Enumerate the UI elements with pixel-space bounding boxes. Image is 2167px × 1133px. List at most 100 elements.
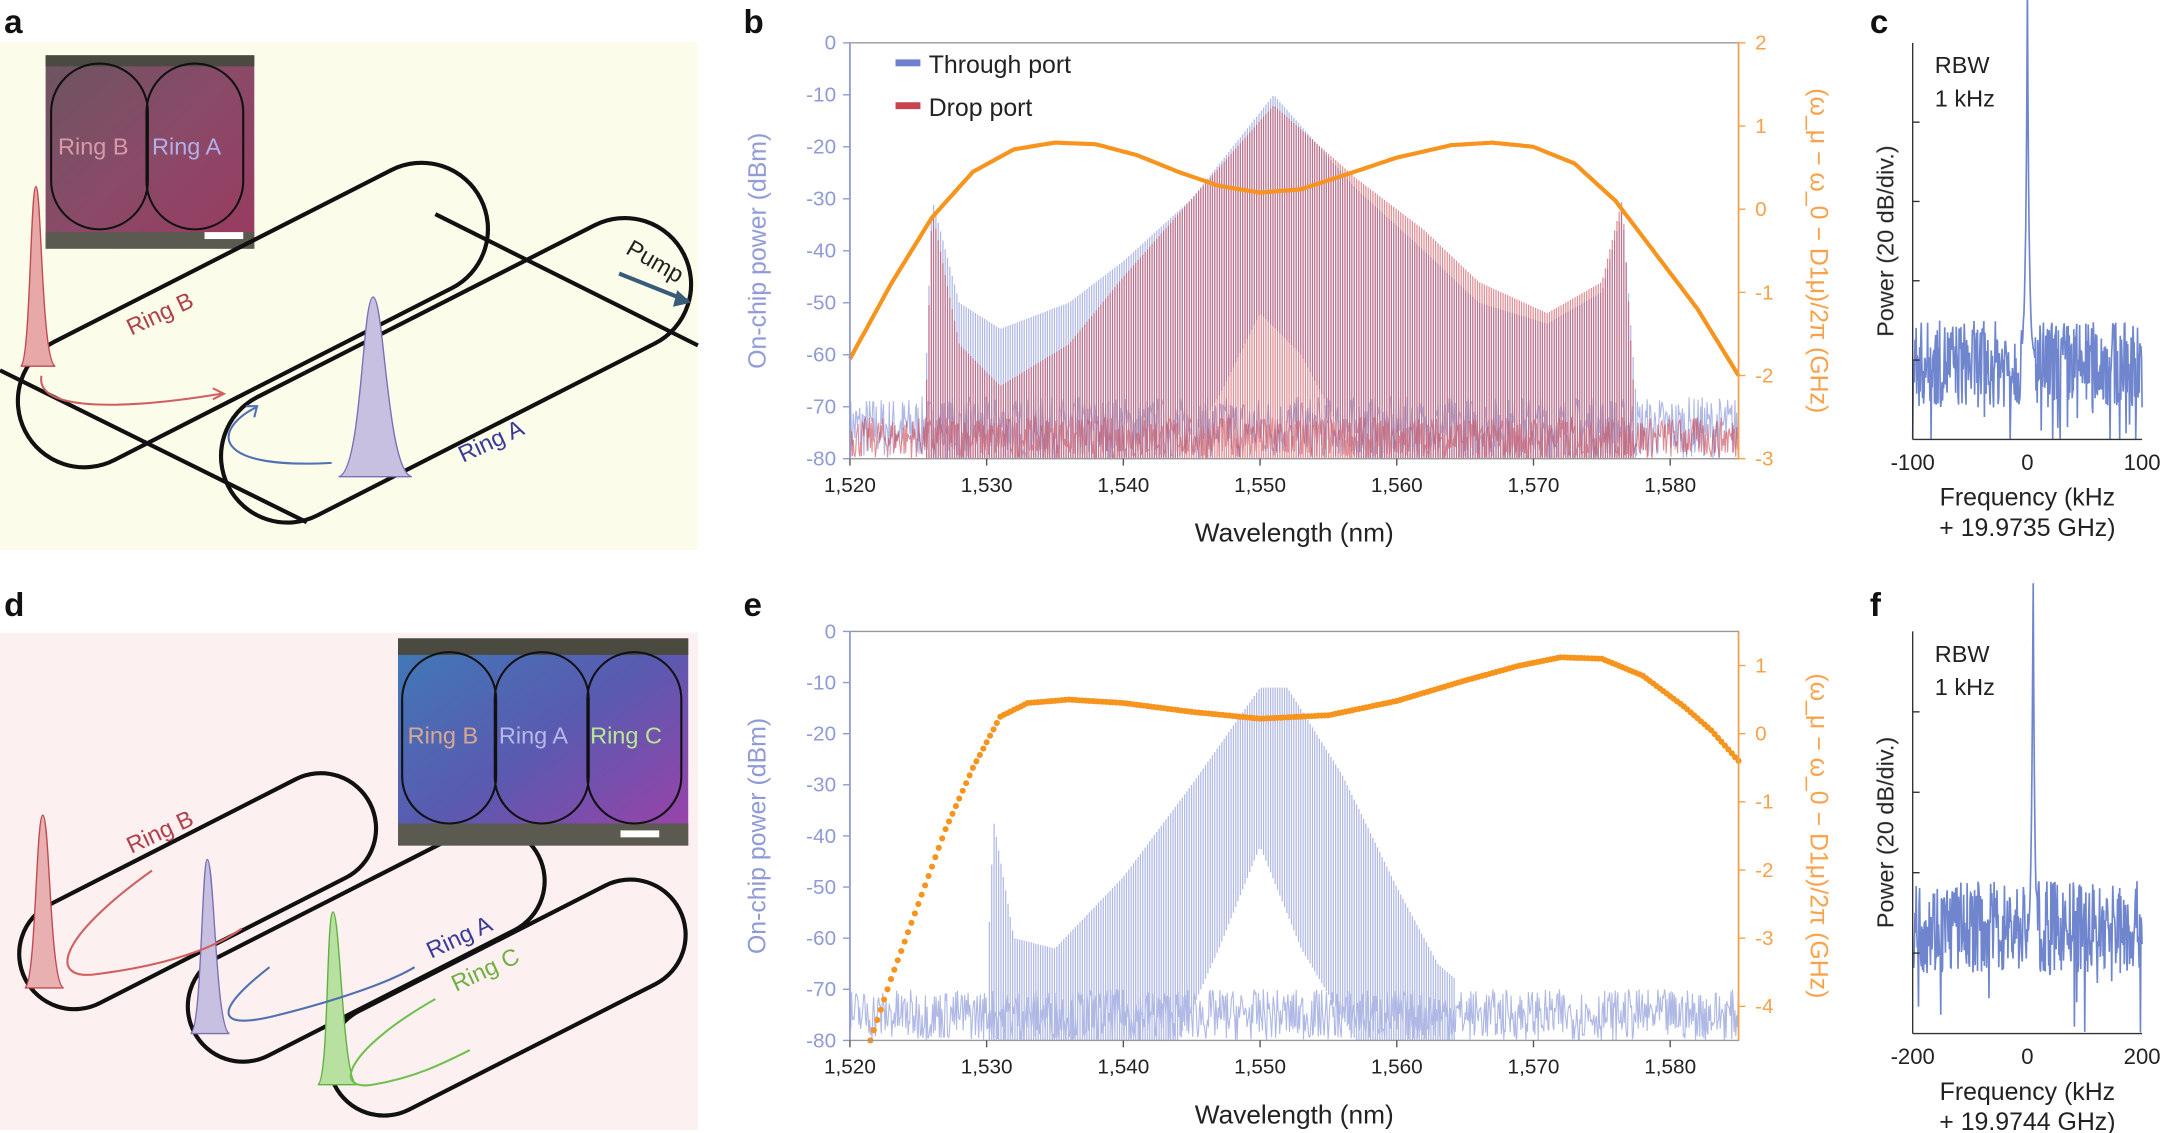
x-tick-label: -100 [1891,450,1935,475]
y-tick-label: -30 [806,774,836,797]
x-axis-label: Wavelength (nm) [1195,1099,1394,1129]
y-right-tick-label: -1 [1755,791,1773,814]
y-axis-label: Power (20 dB/div.) [1872,737,1898,928]
y-right-tick-label: 1 [1755,654,1767,677]
legend-label: Through port [929,51,1071,79]
y-right-axis-label: (ω_μ − ω_0 − D1μ)/2π (GHz) [1804,673,1832,998]
panel-label-c: c [1869,4,1889,42]
micrograph-inset-d: Ring B Ring A Ring C [398,638,689,846]
inset-label-ring-a: Ring A [499,722,569,748]
dispersion-point [1708,727,1715,734]
micrograph-inset-a: Ring B Ring A [45,55,255,249]
arrow-icon [349,998,471,1087]
y-tick-label: -40 [806,240,836,263]
x-axis-label: Frequency (kHz [1940,1078,2115,1106]
dispersion-point [963,780,970,787]
y-tick-label: -40 [806,825,836,848]
y-tick-label: -50 [806,876,836,899]
x-tick-label: 1,580 [1644,1056,1696,1079]
y-tick-label: -70 [806,978,836,1001]
y-tick-label: -30 [806,188,836,211]
x-axis-label: + 19.9744 GHz) [1939,1108,2115,1133]
ring-a [218,215,694,525]
x-tick-label: 1,560 [1371,474,1423,497]
spectrum-trace [1911,0,2143,440]
dispersion-point [928,863,936,870]
y-right-tick-label: 0 [1755,723,1767,746]
ring-c [326,877,688,1118]
chart-f: -200 0 200 RBW 1 kHz Frequency (kHz+ 19.9744 … [1872,583,2161,1133]
rbw-annotation: 1 kHz [1935,674,1995,700]
y-tick-label: -70 [806,396,836,419]
chart-b: 0 -10 -20 -30 -40 -50 -60 -70 -80 2 1 0 -1 -2 -3 1,520 1… [744,32,1833,548]
series-drop-port [849,106,1739,460]
y-tick-label: -10 [806,671,836,694]
dispersion-point [870,1027,877,1034]
dispersion-point [983,739,990,746]
pulse-ring-b [20,185,56,367]
inset-label-ring-b: Ring B [408,722,479,748]
dispersion-point [908,919,915,926]
spectrum-trace [1911,583,2143,1033]
dispersion-point [956,795,963,802]
dispersion-point [874,1016,881,1024]
dispersion-point [959,787,966,794]
dispersion-point [1721,742,1728,749]
dispersion-point [932,854,939,861]
x-tick-label: 1,580 [1644,474,1696,497]
dispersion-point [918,891,925,898]
legend-swatch [895,102,921,110]
x-tick-label: 1,520 [824,474,876,497]
chart-c: -100 0 100 RBW 1 kHz Frequency (kHz+ 19.9735 … [1872,0,2161,542]
dispersion-point [1711,731,1718,738]
x-tick-label: 1,540 [1097,474,1149,497]
x-tick-label: 1,530 [961,1056,1013,1079]
x-tick-label: 1,530 [961,474,1013,497]
dispersion-point [922,882,929,889]
dispersion-point [990,726,997,733]
x-tick-label: 1,560 [1371,1056,1423,1079]
y-tick-label: 0 [825,620,837,643]
arrow-icon [40,375,222,406]
y-right-tick-label: 1 [1755,115,1767,138]
y-tick-label: -20 [806,723,836,746]
inset-label-ring-b: Ring B [58,134,129,160]
y-right-tick-label: -2 [1755,859,1773,882]
panel-label-d: d [4,587,25,625]
y-tick-label: -80 [806,1029,836,1052]
series-through-port [849,687,1739,1042]
noise-trace [849,989,1739,1042]
y-axis-label: On-chip power (dBm) [744,718,772,954]
y-tick-label: -20 [806,136,836,159]
pulse-ring-b [24,814,65,989]
dispersion-point [894,957,901,964]
legend-swatch [895,59,921,67]
y-right-tick-label: 2 [1755,32,1767,55]
dispersion-point [891,966,898,973]
y-tick-label: 0 [825,32,837,55]
dispersion-point [973,758,980,765]
y-right-axis-label: (ω_μ − ω_0 − D1μ)/2π (GHz) [1804,88,1832,413]
dispersion-point [942,826,949,833]
x-tick-label: 1,570 [1508,474,1560,497]
x-tick-label: 0 [2021,1044,2033,1069]
dispersion-point [915,901,922,908]
chart-e: 0 -10 -20 -30 -40 -50 -60 -70 -80 1 0 -1 -2 -3 -4 1,520… [744,620,1833,1129]
dispersion-point [939,835,946,842]
dispersion-point [884,986,891,993]
bus-waveguide [434,212,699,348]
dispersion-point [881,996,888,1003]
dispersion-point [993,720,1000,727]
dispersion-point [904,929,912,936]
x-tick-label: 1,520 [824,1056,876,1079]
y-axis-label: Power (20 dB/div.) [1872,145,1898,336]
panel-label-b: b [743,4,764,42]
legend-label: Drop port [929,94,1033,122]
panel-label-f: f [1869,587,1881,625]
y-tick-label: -50 [806,292,836,315]
x-tick-label: 1,550 [1234,474,1286,497]
